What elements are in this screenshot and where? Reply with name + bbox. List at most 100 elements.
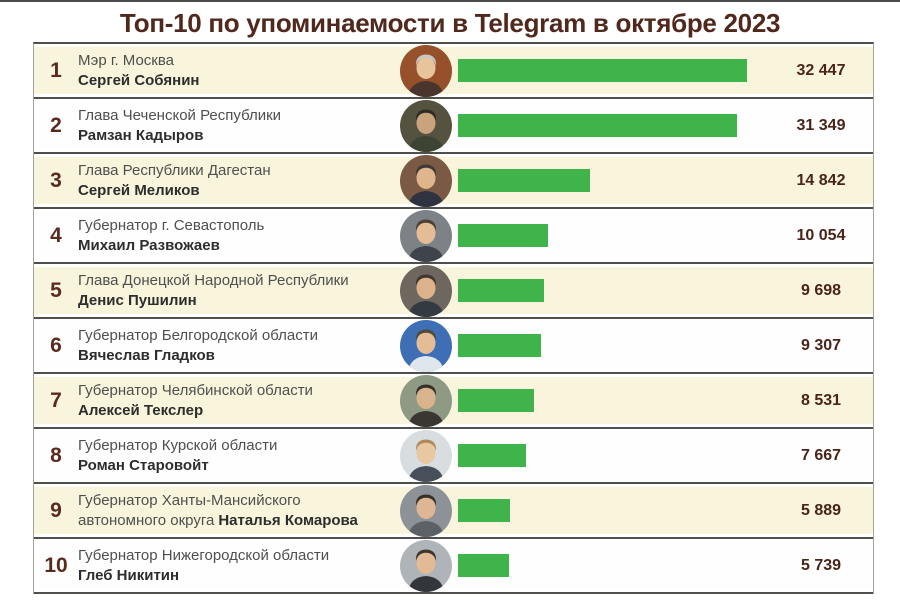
person-name: Сергей Собянин (78, 71, 200, 89)
page-title: Топ-10 по упоминаемости в Telegram в окт… (119, 8, 781, 38)
person-name-line: Роман Старовойт (78, 456, 400, 476)
mention-count: 9 307 (800, 336, 842, 354)
table-row-content: 1 Мэр г. Москва Сергей Собянин 32 447 (34, 44, 873, 97)
rank-number: 8 (50, 443, 62, 467)
mention-bar (458, 114, 737, 137)
position-label: Глава Чеченской Республики (78, 106, 282, 124)
person-info: Губернатор г. Севастополь Михаил Развожа… (78, 216, 400, 256)
mention-bar (458, 499, 510, 522)
table-row: 2 Глава Чеченской Республики Рамзан Кады… (34, 99, 873, 154)
avatar (400, 209, 452, 262)
rank-number: 1 (50, 58, 62, 82)
table-row-content: 6 Губернатор Белгородской области Вячесл… (34, 319, 873, 372)
rank-number: 5 (50, 278, 62, 302)
mention-bar (458, 59, 747, 82)
person-info: Глава Чеченской Республики Рамзан Кадыро… (78, 106, 400, 146)
person-name-line: Михаил Развожаев (78, 236, 400, 256)
avatar (400, 374, 452, 427)
mention-count: 9 698 (800, 281, 842, 299)
bar-track (458, 554, 769, 577)
person-icon (400, 264, 452, 317)
table-row-content: 7 Губернатор Челябинской области Алексей… (34, 374, 873, 427)
bar-track (458, 499, 769, 522)
bar-track (458, 169, 769, 192)
person-icon (400, 154, 452, 207)
person-icon (400, 484, 452, 537)
table-row: 9 Губернатор Ханты-Мансийского автономно… (34, 484, 873, 539)
table-row: 10 Губернатор Нижегородской области Глеб… (34, 539, 873, 594)
rank-number: 6 (50, 333, 62, 357)
mention-bar (458, 444, 526, 467)
person-name-line: Сергей Меликов (78, 181, 400, 201)
person-name-line: Вячеслав Гладков (78, 346, 400, 366)
person-name-line: Глеб Никитин (78, 566, 400, 586)
avatar (400, 319, 452, 372)
bar-track (458, 389, 769, 412)
position-label: Губернатор Курской области (78, 436, 278, 454)
mention-count: 5 889 (800, 501, 842, 519)
avatar (400, 264, 452, 317)
person-name: Сергей Меликов (78, 181, 200, 199)
position-label: Глава Республики Дагестан (78, 161, 271, 179)
person-icon (400, 374, 452, 427)
bar-track (458, 114, 769, 137)
person-name: Денис Пушилин (78, 291, 197, 309)
table-row-content: 5 Глава Донецкой Народной Республики Ден… (34, 264, 873, 317)
bar-track (458, 334, 769, 357)
person-name-line: Алексей Текслер (78, 401, 400, 421)
rank-number: 4 (50, 223, 62, 247)
person-name: Рамзан Кадыров (78, 126, 204, 144)
person-name-line: Денис Пушилин (78, 291, 400, 311)
bar-track (458, 444, 769, 467)
person-info: Губернатор Нижегородской области Глеб Ни… (78, 546, 400, 586)
table-row: 6 Губернатор Белгородской области Вячесл… (34, 319, 873, 374)
person-name-line: автономного округа Наталья Комарова (78, 511, 400, 531)
page-top-edge (0, 0, 900, 2)
table-row: 4 Губернатор г. Севастополь Михаил Разво… (34, 209, 873, 264)
avatar (400, 429, 452, 482)
mention-bar (458, 334, 541, 357)
person-name: Глеб Никитин (78, 566, 180, 584)
mention-bar (458, 224, 548, 247)
avatar (400, 484, 452, 537)
mention-count: 10 054 (796, 226, 846, 244)
person-name: Вячеслав Гладков (78, 346, 215, 364)
avatar (400, 44, 452, 97)
person-name: Михаил Развожаев (78, 236, 220, 254)
mention-count: 7 667 (800, 446, 842, 464)
mention-count: 31 349 (796, 116, 846, 134)
mention-bar (458, 169, 590, 192)
rank-number: 2 (50, 113, 62, 137)
person-icon (400, 44, 452, 97)
person-name: Наталья Комарова (218, 511, 358, 529)
position-label: Губернатор Белгородской области (78, 326, 318, 344)
person-icon (400, 99, 452, 152)
person-icon (400, 319, 452, 372)
table-row: 1 Мэр г. Москва Сергей Собянин 32 447 (34, 44, 873, 99)
mention-bar (458, 389, 534, 412)
mention-count: 5 739 (800, 556, 842, 574)
ranking-table: 1 Мэр г. Москва Сергей Собянин 32 447 (33, 42, 874, 594)
person-info: Губернатор Белгородской области Вячеслав… (78, 326, 400, 366)
mention-count: 8 531 (800, 391, 842, 409)
bar-track (458, 279, 769, 302)
person-info: Губернатор Курской области Роман Старово… (78, 436, 400, 476)
mention-count: 32 447 (796, 61, 846, 79)
person-name: Роман Старовойт (78, 456, 209, 474)
table-row-content: 4 Губернатор г. Севастополь Михаил Разво… (34, 209, 873, 262)
avatar (400, 539, 452, 592)
person-info: Губернатор Челябинской области Алексей Т… (78, 381, 400, 421)
rank-number: 3 (50, 168, 62, 192)
person-info: Губернатор Ханты-Мансийского автономного… (78, 491, 400, 531)
bar-track (458, 59, 769, 82)
position-label: Губернатор г. Севастополь (78, 216, 265, 234)
table-row-content: 10 Губернатор Нижегородской области Глеб… (34, 539, 873, 592)
position-label: Губернатор Нижегородской области (78, 546, 330, 564)
person-name-line: Сергей Собянин (78, 71, 400, 91)
person-icon (400, 209, 452, 262)
mention-bar (458, 279, 544, 302)
bar-track (458, 224, 769, 247)
table-row-content: 8 Губернатор Курской области Роман Старо… (34, 429, 873, 482)
position-label: Глава Донецкой Народной Республики (78, 271, 349, 289)
position-label: Губернатор Челябинской области (78, 381, 313, 399)
